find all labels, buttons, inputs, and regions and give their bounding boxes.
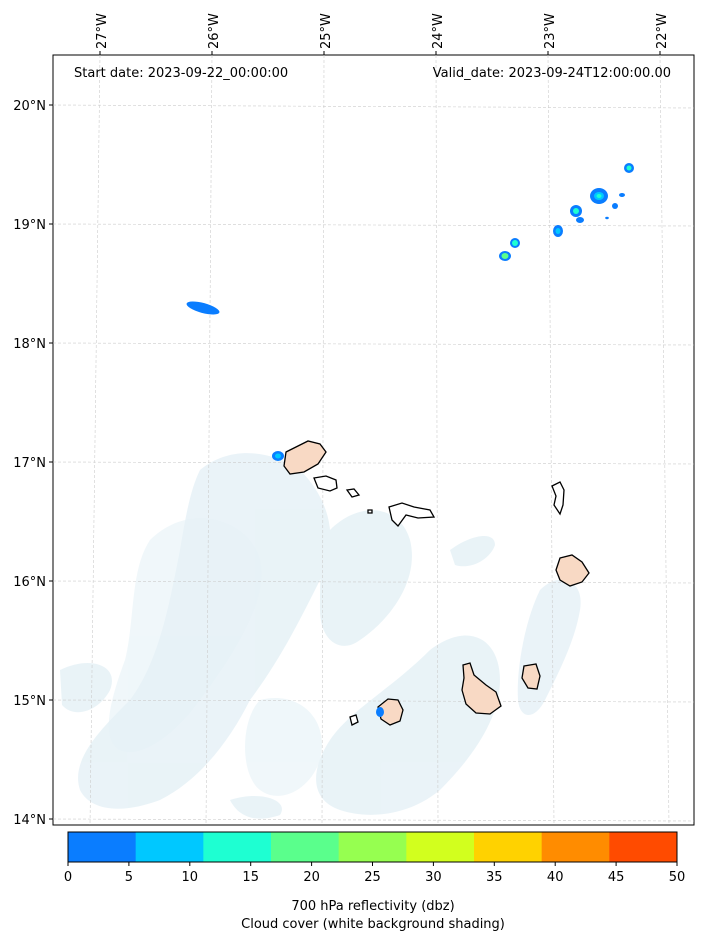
valid-date-label: Valid_date: 2023-09-24T12:00:00.00 xyxy=(432,66,671,81)
lat-label: 17°N xyxy=(13,456,46,471)
colorbar-tick-label: 5 xyxy=(125,870,133,885)
axis-ticks xyxy=(49,51,661,820)
lat-label: 19°N xyxy=(13,218,46,233)
echo-cell xyxy=(512,240,518,246)
echo-cell xyxy=(501,253,509,259)
colorbar-tick-label: 50 xyxy=(669,870,686,885)
echo-cell xyxy=(275,453,281,459)
echo-cell xyxy=(619,193,625,197)
colorbar-tick-label: 25 xyxy=(364,870,381,885)
colorbar-tick-label: 45 xyxy=(608,870,625,885)
lon-label: 27°W xyxy=(95,13,110,49)
graticule xyxy=(52,54,695,826)
colorbar-segment xyxy=(406,832,475,862)
island-maio xyxy=(521,663,541,690)
lat-label: 14°N xyxy=(13,813,46,828)
colorbar-tick-label: 40 xyxy=(547,870,564,885)
colorbar-subtitle: Cloud cover (white background shading) xyxy=(241,917,505,932)
island-santiago xyxy=(461,662,502,715)
colorbar-segment xyxy=(541,832,610,862)
echo-cell xyxy=(573,208,579,214)
colorbar-segment xyxy=(474,832,543,862)
island-branco xyxy=(367,509,373,514)
island-brava xyxy=(349,714,359,726)
colorbar-segment xyxy=(609,832,678,862)
island-santa-luzia xyxy=(345,488,361,498)
echo-cell xyxy=(576,217,584,223)
lat-label: 18°N xyxy=(13,337,46,352)
island-santo-antao xyxy=(283,440,327,475)
lat-label: 15°N xyxy=(13,694,46,709)
island-boa-vista xyxy=(555,554,590,587)
colorbar-segment xyxy=(338,832,407,862)
echo-cell xyxy=(376,707,384,717)
echo-cell xyxy=(555,228,561,234)
colorbar-segment xyxy=(135,832,204,862)
lon-label: 24°W xyxy=(431,13,446,49)
echo-cell xyxy=(605,216,609,220)
colorbar-tick-label: 10 xyxy=(182,870,199,885)
lat-label: 16°N xyxy=(13,575,46,590)
start-date-label: Start date: 2023-09-22_00:00:00 xyxy=(74,66,289,81)
colorbar-segment xyxy=(271,832,340,862)
colorbar-tick-label: 15 xyxy=(242,870,259,885)
island-sal xyxy=(551,481,565,516)
colorbar-tick-label: 0 xyxy=(64,870,72,885)
coastlines xyxy=(283,440,590,726)
echo-cell xyxy=(612,203,618,209)
colorbar-tick-label: 30 xyxy=(425,870,442,885)
lat-label: 20°N xyxy=(13,99,46,114)
lon-label: 22°W xyxy=(655,13,670,49)
lon-label: 26°W xyxy=(207,13,222,49)
cloud-cover-shading-light xyxy=(108,518,322,796)
lon-label: 23°W xyxy=(543,13,558,49)
longitude-labels: 27°W 26°W 25°W 24°W 23°W 22°W xyxy=(95,13,670,49)
colorbar-tick-label: 20 xyxy=(303,870,320,885)
island-sao-vicente xyxy=(313,475,338,492)
island-fogo xyxy=(377,698,404,726)
colorbar: 0 5 10 15 20 25 30 35 40 45 50 xyxy=(64,831,686,885)
colorbar-segment xyxy=(203,832,272,862)
latitude-labels: 20°N 19°N 18°N 17°N 16°N 15°N 14°N xyxy=(13,99,46,828)
colorbar-title: 700 hPa reflectivity (dbz) xyxy=(291,899,455,914)
reflectivity-echoes xyxy=(186,163,634,717)
island-sao-nicolau xyxy=(388,502,436,527)
lon-label: 25°W xyxy=(319,13,334,49)
colorbar-tick-label: 35 xyxy=(486,870,503,885)
echo-cell xyxy=(626,165,632,171)
echo-cell xyxy=(596,194,602,198)
echo-cell xyxy=(186,301,220,315)
colorbar-segment xyxy=(68,832,137,862)
